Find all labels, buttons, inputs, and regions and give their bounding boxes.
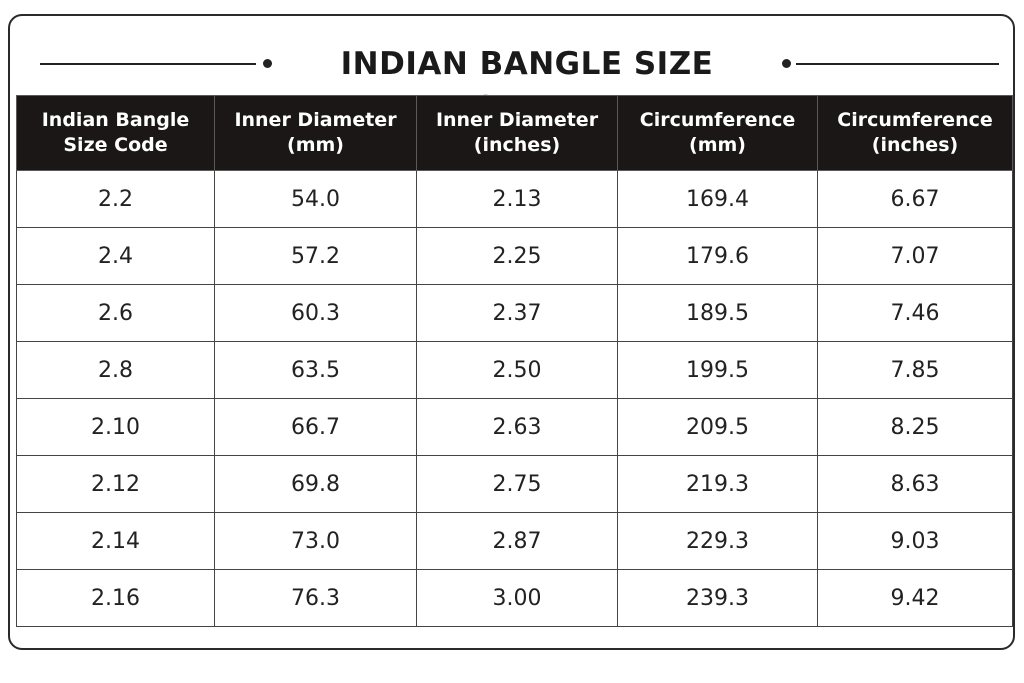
header-sublabel: (inches) <box>871 134 959 156</box>
page-title: INDIAN BANGLE SIZE GUIDE <box>340 46 714 126</box>
cell-size-code: 2.6 <box>16 284 215 342</box>
cell-circumference-inches: 8.63 <box>817 455 1013 513</box>
cell-inner-diameter-inches: 2.63 <box>416 398 618 456</box>
bangle-size-table: Indian Bangle Size Code Inner Diameter (… <box>16 95 1013 627</box>
table-row: 2.14 73.0 2.87 229.3 9.03 <box>16 512 1013 570</box>
cell-size-code: 2.8 <box>16 341 215 399</box>
header-sublabel: Size Code <box>63 134 168 156</box>
header-label: Inner Diameter <box>435 109 599 131</box>
table-row: 2.6 60.3 2.37 189.5 7.46 <box>16 284 1013 342</box>
cell-size-code: 2.2 <box>16 170 215 228</box>
table-row: 2.2 54.0 2.13 169.4 6.67 <box>16 170 1013 228</box>
cell-size-code: 2.16 <box>16 569 215 627</box>
cell-circumference-inches: 7.07 <box>817 227 1013 285</box>
cell-size-code: 2.12 <box>16 455 215 513</box>
header-label: Indian Bangle <box>41 109 190 131</box>
cell-inner-diameter-mm: 69.8 <box>214 455 417 513</box>
header-label: Inner Diameter <box>234 109 397 131</box>
cell-circumference-mm: 199.5 <box>617 341 818 399</box>
table-row: 2.4 57.2 2.25 179.6 7.07 <box>16 227 1013 285</box>
size-guide-card: INDIAN BANGLE SIZE GUIDE Indian Bangle S… <box>8 14 1015 650</box>
header-circumference-inches: Circumference (inches) <box>817 95 1013 171</box>
header-label: Circumference <box>639 109 796 131</box>
cell-circumference-mm: 189.5 <box>617 284 818 342</box>
cell-inner-diameter-mm: 60.3 <box>214 284 417 342</box>
cell-inner-diameter-mm: 66.7 <box>214 398 417 456</box>
cell-inner-diameter-mm: 63.5 <box>214 341 417 399</box>
cell-inner-diameter-mm: 54.0 <box>214 170 417 228</box>
header-inner-diameter-mm: Inner Diameter (mm) <box>214 95 417 171</box>
cell-inner-diameter-inches: 2.75 <box>416 455 618 513</box>
cell-circumference-inches: 9.42 <box>817 569 1013 627</box>
cell-inner-diameter-mm: 76.3 <box>214 569 417 627</box>
cell-size-code: 2.4 <box>16 227 215 285</box>
cell-circumference-mm: 229.3 <box>617 512 818 570</box>
header-sublabel: (mm) <box>689 134 746 156</box>
table-row: 2.16 76.3 3.00 239.3 9.42 <box>16 569 1013 627</box>
cell-inner-diameter-mm: 57.2 <box>214 227 417 285</box>
cell-circumference-inches: 7.85 <box>817 341 1013 399</box>
table-header-row: Indian Bangle Size Code Inner Diameter (… <box>16 95 1013 171</box>
header-sublabel: (mm) <box>287 134 344 156</box>
title-divider-left <box>40 63 256 65</box>
cell-circumference-mm: 169.4 <box>617 170 818 228</box>
header-sublabel: (inches) <box>473 134 561 156</box>
cell-circumference-inches: 6.67 <box>817 170 1013 228</box>
header-circumference-mm: Circumference (mm) <box>617 95 818 171</box>
cell-inner-diameter-mm: 73.0 <box>214 512 417 570</box>
cell-inner-diameter-inches: 3.00 <box>416 569 618 627</box>
cell-circumference-inches: 9.03 <box>817 512 1013 570</box>
cell-circumference-mm: 239.3 <box>617 569 818 627</box>
cell-circumference-mm: 209.5 <box>617 398 818 456</box>
title-row: INDIAN BANGLE SIZE GUIDE <box>10 42 1013 126</box>
cell-size-code: 2.10 <box>16 398 215 456</box>
title-divider-right <box>796 63 999 65</box>
title-bullet-right <box>782 59 791 68</box>
cell-size-code: 2.14 <box>16 512 215 570</box>
table-row: 2.8 63.5 2.50 199.5 7.85 <box>16 341 1013 399</box>
cell-inner-diameter-inches: 2.25 <box>416 227 618 285</box>
cell-inner-diameter-inches: 2.87 <box>416 512 618 570</box>
cell-circumference-inches: 8.25 <box>817 398 1013 456</box>
table-row: 2.10 66.7 2.63 209.5 8.25 <box>16 398 1013 456</box>
cell-inner-diameter-inches: 2.13 <box>416 170 618 228</box>
cell-inner-diameter-inches: 2.37 <box>416 284 618 342</box>
cell-circumference-inches: 7.46 <box>817 284 1013 342</box>
header-inner-diameter-inches: Inner Diameter (inches) <box>416 95 618 171</box>
header-label: Circumference <box>837 109 993 131</box>
cell-inner-diameter-inches: 2.50 <box>416 341 618 399</box>
title-bullet-left <box>263 59 272 68</box>
header-size-code: Indian Bangle Size Code <box>16 95 215 171</box>
table-row: 2.12 69.8 2.75 219.3 8.63 <box>16 455 1013 513</box>
cell-circumference-mm: 219.3 <box>617 455 818 513</box>
cell-circumference-mm: 179.6 <box>617 227 818 285</box>
